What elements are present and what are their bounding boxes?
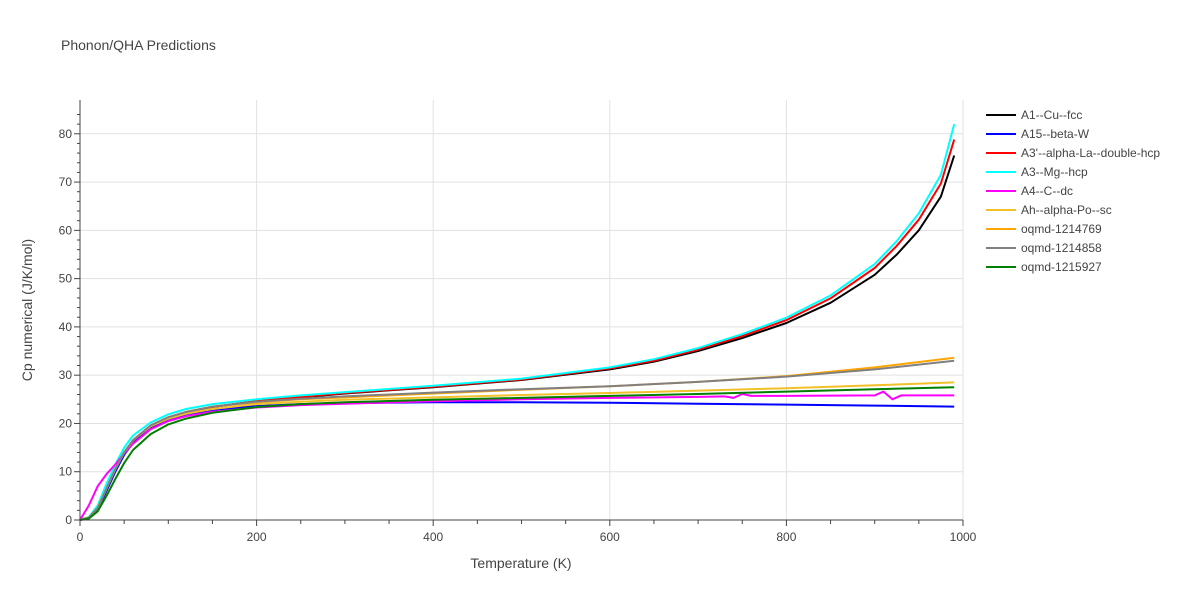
- x-axis-label: Temperature (K): [470, 555, 571, 571]
- legend-item[interactable]: Ah--alpha-Po--sc: [986, 203, 1112, 217]
- series-line-oqmd-1215927: [79, 386, 955, 521]
- y-tick-label: 0: [65, 513, 72, 527]
- series-line-A15--beta-W: [79, 401, 955, 521]
- legend-label: A4--C--dc: [1021, 184, 1073, 198]
- x-tick-label: 400: [423, 530, 443, 544]
- legend-label: A1--Cu--fcc: [1021, 108, 1082, 122]
- y-tick-label: 30: [59, 368, 73, 382]
- legend-label: oqmd-1214858: [1021, 241, 1102, 255]
- series-line-A3--Mg--hcp: [79, 123, 956, 521]
- legend-label: oqmd-1215927: [1021, 260, 1102, 274]
- series-line-oqmd-1214769: [79, 356, 955, 521]
- series-line-A3'--alpha-La--double-hcp: [79, 139, 956, 521]
- grid: [80, 100, 964, 520]
- legend-label: A3'--alpha-La--double-hcp: [1021, 146, 1160, 160]
- series-line-A1--Cu--fcc: [79, 155, 956, 521]
- legend-item[interactable]: A3--Mg--hcp: [986, 165, 1088, 179]
- legend-label: oqmd-1214769: [1021, 222, 1102, 236]
- legend-item[interactable]: A1--Cu--fcc: [986, 108, 1082, 122]
- legend-item[interactable]: oqmd-1214858: [986, 241, 1102, 255]
- y-tick-label: 80: [59, 127, 73, 141]
- axes: 0 200 400 600 800 1000 0 10 20 30 40 50 60 70 80: [59, 100, 977, 544]
- x-tick-label: 600: [600, 530, 620, 544]
- legend-item[interactable]: A4--C--dc: [986, 184, 1073, 198]
- legend-item[interactable]: A3'--alpha-La--double-hcp: [986, 146, 1160, 160]
- y-tick-label: 70: [59, 175, 73, 189]
- x-tick-label: 1000: [950, 530, 977, 544]
- legend-item[interactable]: A15--beta-W: [986, 127, 1090, 141]
- chart-title: Phonon/QHA Predictions: [61, 37, 216, 53]
- y-tick-label: 50: [59, 272, 73, 286]
- x-tick-label: 800: [776, 530, 796, 544]
- y-axis-label: Cp numerical (J/K/mol): [19, 239, 35, 381]
- legend[interactable]: A1--Cu--fcc A15--beta-W A3'--alpha-La--dou…: [986, 108, 1160, 274]
- y-tick-label: 20: [59, 416, 73, 430]
- y-tick-label: 10: [59, 465, 73, 479]
- legend-item[interactable]: oqmd-1215927: [986, 260, 1102, 274]
- x-tick-label: 0: [77, 530, 84, 544]
- legend-label: A15--beta-W: [1021, 127, 1090, 141]
- series-line-oqmd-1214858: [79, 359, 955, 521]
- legend-item[interactable]: oqmd-1214769: [986, 222, 1102, 236]
- legend-label: Ah--alpha-Po--sc: [1021, 203, 1112, 217]
- legend-label: A3--Mg--hcp: [1021, 165, 1088, 179]
- y-tick-label: 60: [59, 223, 73, 237]
- series-layer: [79, 123, 956, 521]
- y-tick-label: 40: [59, 320, 73, 334]
- x-tick-label: 200: [247, 530, 267, 544]
